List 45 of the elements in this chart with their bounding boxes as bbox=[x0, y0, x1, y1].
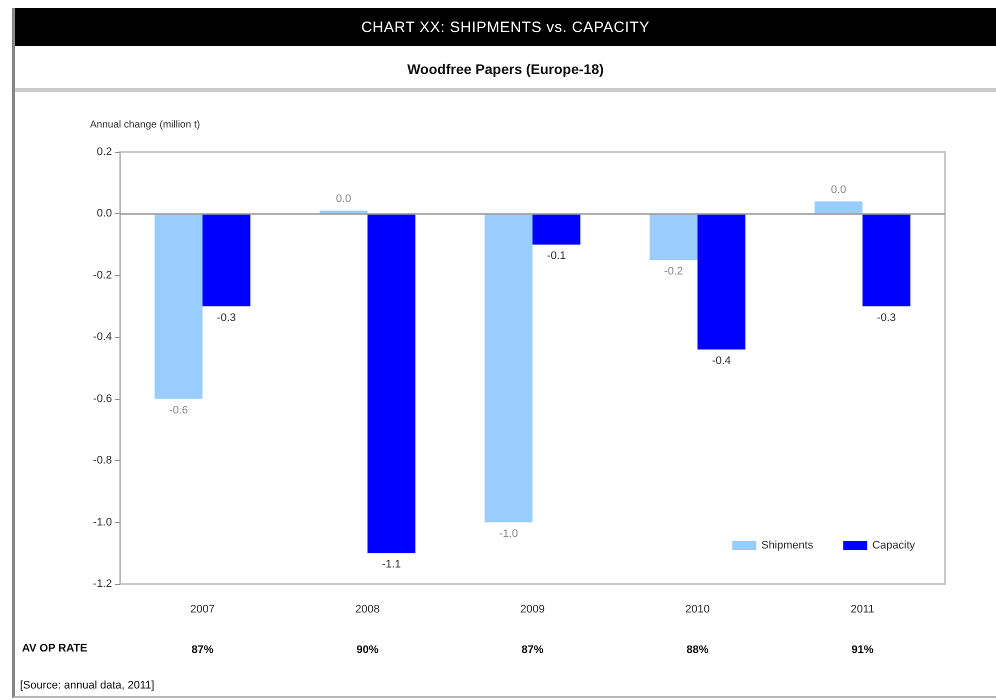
bar bbox=[320, 210, 368, 214]
y-tick-label: -0.6 bbox=[93, 392, 112, 405]
x-tick-label: 2009 bbox=[520, 604, 545, 616]
bar bbox=[814, 201, 862, 214]
data-label: -0.3 bbox=[876, 312, 896, 324]
y-tick-label: 0.0 bbox=[96, 208, 112, 220]
x-tick-label: 2008 bbox=[355, 604, 380, 616]
text: 87% bbox=[521, 644, 544, 656]
y-tick-label: -0.8 bbox=[93, 454, 112, 467]
legend-label: Shipments bbox=[761, 540, 814, 552]
y-axis-title: Annual change (million t) bbox=[90, 120, 200, 130]
chart-title: CHART XX: SHIPMENTS vs. CAPACITY bbox=[15, 8, 996, 46]
y-tick-label: -0.4 bbox=[93, 331, 112, 344]
text: [Source: annual data, 2011] bbox=[20, 680, 154, 692]
text: 91% bbox=[851, 644, 874, 656]
y-tick-label: -0.2 bbox=[93, 269, 112, 282]
data-label: 0.0 bbox=[830, 184, 846, 196]
data-label: -0.2 bbox=[664, 266, 684, 278]
bar bbox=[368, 214, 416, 554]
bar bbox=[202, 214, 250, 306]
x-tick-label: 2011 bbox=[850, 604, 874, 616]
x-tick-label: 2007 bbox=[190, 604, 215, 616]
data-label: -1.0 bbox=[499, 528, 518, 540]
chart-subtitle: Woodfree Papers (Europe-18) bbox=[15, 50, 996, 92]
bar bbox=[862, 214, 910, 306]
bar bbox=[154, 214, 202, 399]
y-tick-label: 0.2 bbox=[96, 146, 112, 158]
text: 87% bbox=[191, 644, 214, 656]
data-label: -1.1 bbox=[382, 558, 401, 571]
text: AV OP RATE bbox=[22, 642, 88, 654]
bar bbox=[650, 214, 698, 260]
legend-label: Capacity bbox=[872, 540, 916, 552]
y-tick-label: -1.0 bbox=[93, 516, 112, 528]
data-label: -0.1 bbox=[546, 250, 566, 262]
bar bbox=[532, 214, 580, 245]
x-tick-label: 2010 bbox=[685, 604, 710, 616]
data-label: 0.0 bbox=[336, 193, 352, 206]
bar bbox=[698, 214, 746, 350]
y-tick-label: -1.2 bbox=[93, 578, 112, 590]
data-label: -0.3 bbox=[216, 312, 236, 324]
bar bbox=[484, 214, 532, 522]
data-label: -0.6 bbox=[169, 404, 188, 416]
text: 90% bbox=[356, 644, 379, 656]
text: 88% bbox=[686, 644, 709, 656]
data-label: -0.4 bbox=[712, 354, 731, 367]
